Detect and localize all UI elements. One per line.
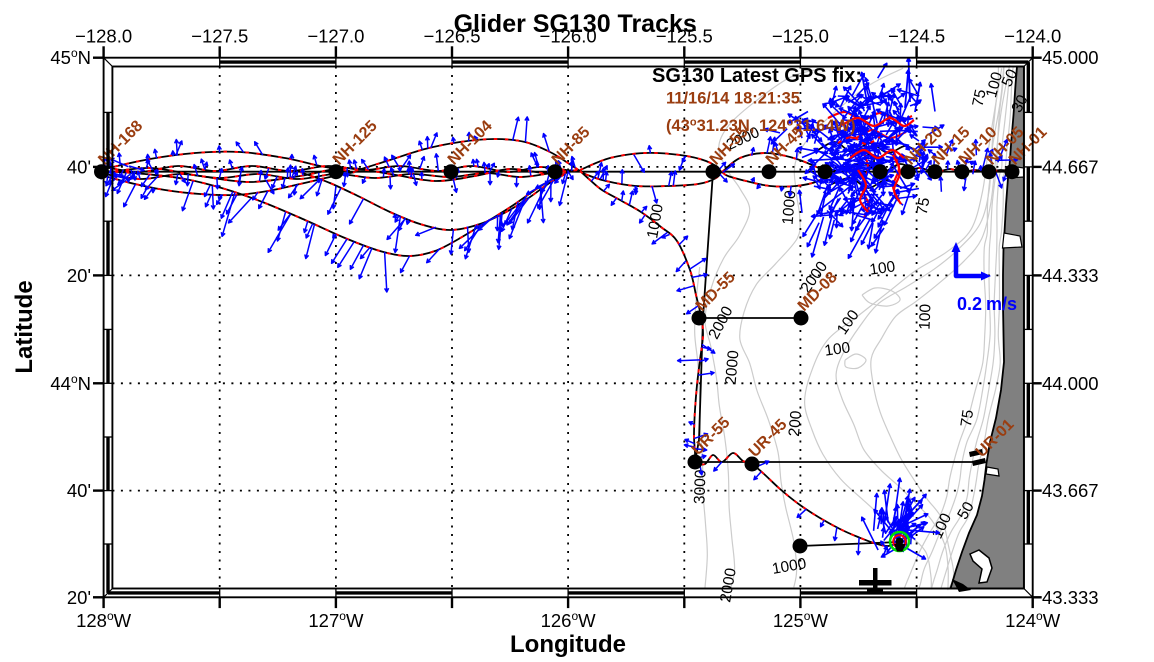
svg-text:1000: 1000 xyxy=(771,555,808,578)
svg-text:30: 30 xyxy=(1008,92,1031,116)
svg-text:20': 20' xyxy=(67,265,91,286)
svg-text:2000: 2000 xyxy=(723,349,743,385)
svg-text:−125.0: −125.0 xyxy=(772,26,829,47)
svg-text:50: 50 xyxy=(954,499,978,523)
svg-text:100: 100 xyxy=(834,307,863,338)
svg-text:45oN: 45oN xyxy=(50,46,91,68)
svg-text:124oW: 124oW xyxy=(1005,609,1061,631)
svg-text:40': 40' xyxy=(67,156,91,177)
svg-text:−125.5: −125.5 xyxy=(656,26,713,47)
svg-text:1000: 1000 xyxy=(780,189,800,225)
svg-text:−126.5: −126.5 xyxy=(423,26,480,47)
svg-text:43.667: 43.667 xyxy=(1042,480,1099,501)
svg-text:100: 100 xyxy=(983,70,1006,100)
svg-text:−128.0: −128.0 xyxy=(75,26,132,47)
svg-text:UR-45: UR-45 xyxy=(746,416,791,461)
svg-text:200: 200 xyxy=(786,410,805,438)
svg-text:Longitude: Longitude xyxy=(510,631,626,658)
svg-text:125oW: 125oW xyxy=(773,609,829,631)
svg-text:−127.0: −127.0 xyxy=(307,26,364,47)
svg-text:44.000: 44.000 xyxy=(1042,373,1099,394)
svg-text:−127.5: −127.5 xyxy=(191,26,248,47)
svg-text:100: 100 xyxy=(929,510,955,541)
svg-text:50: 50 xyxy=(999,66,1022,89)
svg-text:75: 75 xyxy=(969,88,989,108)
svg-text:1000: 1000 xyxy=(644,202,667,239)
svg-text:m/s: m/s xyxy=(986,294,1017,314)
svg-text:(43o31.23N, 124o31.64W): (43o31.23N, 124o31.64W) xyxy=(666,117,856,136)
svg-text:75: 75 xyxy=(914,196,934,216)
svg-text:44.333: 44.333 xyxy=(1042,265,1099,286)
svg-text:45.000: 45.000 xyxy=(1042,47,1099,68)
svg-text:100: 100 xyxy=(868,258,896,278)
svg-text:100: 100 xyxy=(823,339,851,359)
svg-text:Glider SG130 Tracks: Glider SG130 Tracks xyxy=(454,10,697,38)
svg-text:20': 20' xyxy=(67,587,91,608)
svg-text:126oW: 126oW xyxy=(541,609,597,631)
svg-text:127oW: 127oW xyxy=(308,609,364,631)
svg-text:11/16/14 18:21:35: 11/16/14 18:21:35 xyxy=(666,90,800,108)
svg-text:43.333: 43.333 xyxy=(1042,587,1099,608)
svg-text:128oW: 128oW xyxy=(76,609,132,631)
svg-text:3000: 3000 xyxy=(691,469,709,504)
svg-text:0.2: 0.2 xyxy=(957,294,982,314)
svg-text:2000: 2000 xyxy=(717,566,740,603)
svg-text:44oN: 44oN xyxy=(50,372,91,394)
svg-text:40': 40' xyxy=(67,480,91,501)
svg-text:−124.5: −124.5 xyxy=(888,26,945,47)
svg-text:−124.0: −124.0 xyxy=(1004,26,1061,47)
svg-text:44.667: 44.667 xyxy=(1042,156,1099,177)
svg-text:100: 100 xyxy=(917,303,935,330)
svg-text:75: 75 xyxy=(958,409,977,428)
svg-text:−126.0: −126.0 xyxy=(540,26,597,47)
svg-text:Latitude: Latitude xyxy=(11,280,38,373)
svg-text:SG130 Latest GPS fix:: SG130 Latest GPS fix: xyxy=(652,65,862,87)
